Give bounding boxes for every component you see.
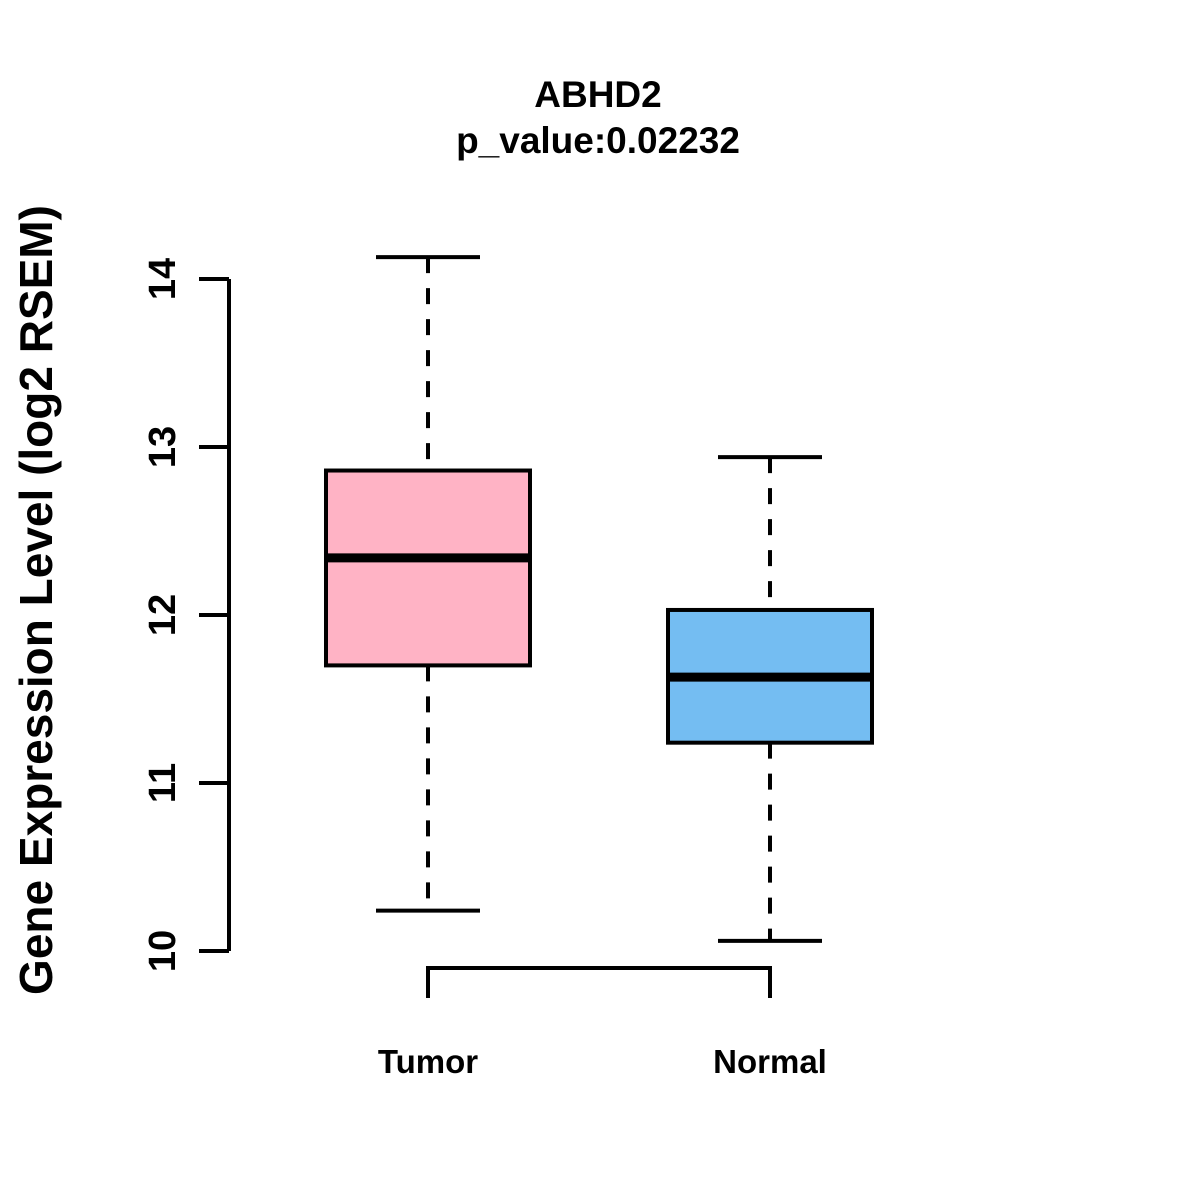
x-axis-bracket-line — [426, 966, 772, 998]
x-axis-bracket — [426, 966, 772, 998]
y-tick-label: 13 — [142, 426, 184, 468]
tumor-iqr-box — [324, 468, 532, 668]
y-tick-label: 14 — [142, 258, 184, 300]
tumor-x-label: Tumor — [378, 1043, 478, 1080]
normal-x-label: Normal — [713, 1043, 827, 1080]
chart-subtitle: p_value:0.02232 — [456, 120, 740, 161]
y-axis: 10 11 12 13 14 — [142, 258, 231, 972]
box-groups: Tumor Normal — [324, 255, 874, 1080]
y-tick-label: 10 — [142, 930, 184, 972]
y-tick-label: 12 — [142, 594, 184, 636]
y-axis-label: Gene Expression Level (log2 RSEM) — [10, 205, 62, 995]
chart-title: ABHD2 — [534, 74, 661, 115]
y-tick-label: 11 — [142, 763, 184, 803]
